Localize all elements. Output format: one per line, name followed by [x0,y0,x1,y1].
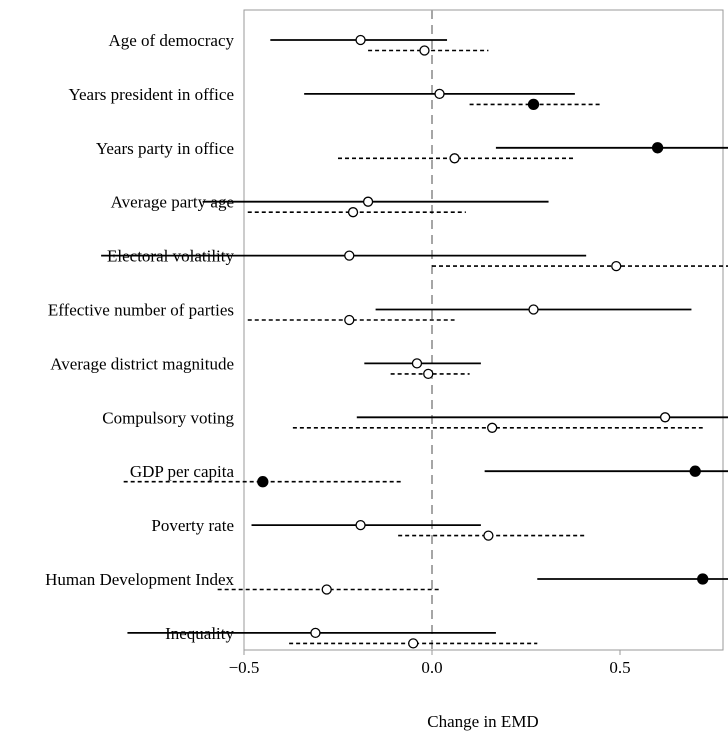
x-tick-label: −0.5 [229,658,260,677]
estimate-marks [101,34,728,649]
dashed-estimate-point-effective-number-of-parties [344,314,355,326]
dashed-estimate-point-gdp-per-capita [257,476,269,488]
solid-estimate-point-human-development-index [697,573,709,585]
solid-estimate-point-years-party-in-office [651,142,664,154]
solid-estimate-point-age-of-democracy [355,34,366,46]
variable-label-gdp-per-capita: GDP per capita [130,462,235,481]
dashed-estimate-point-years-president-in-office [527,98,540,111]
dashed-estimate-point-inequality [408,638,419,649]
solid-estimate-point-compulsory-voting [659,412,671,423]
variable-label-human-development-index: Human Development Index [45,570,234,589]
variable-label-average-district-magnitude: Average district magnitude [50,354,234,373]
variable-label-poverty-rate: Poverty rate [151,516,234,535]
solid-estimate-point-effective-number-of-parties [528,304,539,315]
solid-estimate-point-average-party-age [362,196,374,207]
dashed-estimate-point-electoral-volatility [611,260,622,272]
x-axis: −0.50.00.51.01.5 [229,650,631,677]
variable-label-age-of-democracy: Age of democracy [108,31,234,50]
dashed-estimate-point-average-party-age [347,207,359,218]
solid-estimate-point-gdp-per-capita [689,465,701,477]
x-tick-label: 0.5 [609,658,630,677]
solid-estimate-point-electoral-volatility [344,250,355,261]
x-tick-label: 0.0 [421,658,442,677]
variable-labels: Age of democracy Years president in offic… [45,31,234,643]
dashed-estimate-point-human-development-index [321,584,332,595]
solid-estimate-point-years-president-in-office [434,88,445,100]
solid-estimate-point-poverty-rate [355,519,366,531]
variable-label-compulsory-voting: Compulsory voting [102,408,234,427]
x-axis-title: Change in EMD [427,712,538,731]
solid-estimate-point-inequality [310,627,321,639]
variable-label-years-party-in-office: Years party in office [96,139,234,158]
variable-label-years-president-in-office: Years president in office [68,85,234,104]
variable-label-average-party-age: Average party age [111,193,234,212]
dashed-estimate-point-age-of-democracy [419,45,430,56]
dashed-estimate-point-average-district-magnitude [423,368,434,380]
dashed-estimate-point-compulsory-voting [487,422,498,433]
variable-label-effective-number-of-parties: Effective number of parties [48,301,234,320]
solid-estimate-point-average-district-magnitude [411,358,423,369]
dashed-estimate-point-years-party-in-office [449,153,460,164]
plot-frame [243,9,724,651]
dashed-estimate-point-poverty-rate [483,530,494,541]
